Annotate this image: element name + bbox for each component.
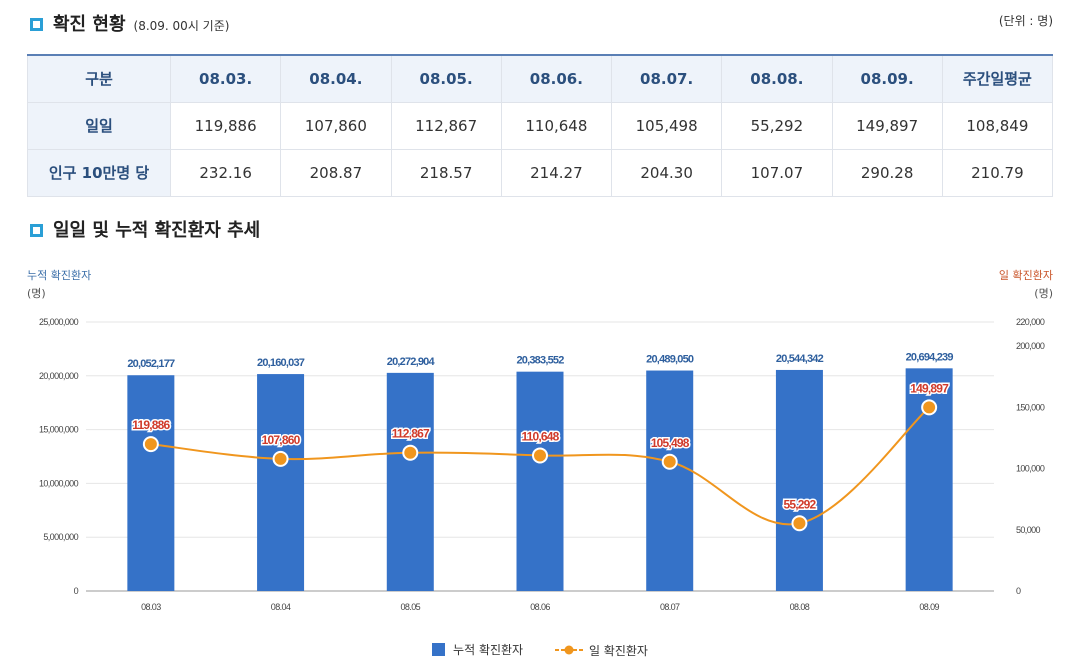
x-tick-label: 08.06 bbox=[530, 602, 550, 612]
legend-item-daily: 일 확진환자 bbox=[554, 642, 648, 659]
line-point bbox=[402, 444, 419, 461]
line-data-label: 107,860 bbox=[262, 433, 301, 447]
table-header-row: 구분 08.03. 08.04. 08.05. 08.06. 08.07. 08… bbox=[27, 54, 1054, 103]
table-header: 구분 bbox=[27, 54, 171, 103]
table-header: 08.09. bbox=[831, 54, 943, 103]
table-header: 08.06. bbox=[500, 54, 613, 103]
table-header: 08.08. bbox=[721, 54, 833, 103]
bar-data-label: 20,160,037 bbox=[257, 357, 305, 369]
line-point bbox=[921, 399, 938, 416]
table-cell: 204.30 bbox=[610, 148, 723, 197]
right-tick-label: 200,000 bbox=[1016, 341, 1045, 351]
line-point bbox=[532, 447, 548, 464]
line-point bbox=[142, 436, 159, 453]
bar-data-label: 20,489,050 bbox=[646, 354, 694, 366]
right-axis-unit: (명) bbox=[1034, 287, 1053, 300]
right-axis-title: 일 확진환자 bbox=[998, 269, 1053, 282]
x-tick-label: 08.05 bbox=[401, 602, 421, 612]
table-cell: 218.57 bbox=[390, 148, 502, 197]
line-data-label: 119,886 bbox=[132, 418, 170, 432]
section-title-trend: 일일 및 누적 확진환자 추세 bbox=[30, 216, 260, 242]
left-axis-title: 누적 확진환자 bbox=[27, 269, 92, 282]
table-cell: 149,897 bbox=[831, 101, 943, 150]
table-cell: 110,648 bbox=[500, 101, 613, 150]
table-row: 인구 10만명 당 232.16 208.87 218.57 214.27 20… bbox=[27, 148, 1054, 197]
table-cell: 214.27 bbox=[500, 148, 613, 197]
bar-data-label: 20,694,239 bbox=[906, 351, 954, 363]
section-title: 일일 및 누적 확진환자 추세 bbox=[53, 220, 261, 241]
left-tick-label: 5,000,000 bbox=[43, 532, 78, 542]
x-tick-label: 08.04 bbox=[271, 602, 291, 612]
x-tick-label: 08.08 bbox=[790, 602, 810, 612]
x-tick-label: 08.09 bbox=[919, 602, 939, 612]
bar-data-label: 20,383,552 bbox=[516, 355, 564, 367]
bar bbox=[516, 371, 564, 591]
table-cell: 107,860 bbox=[280, 101, 392, 150]
legend-item-cumulative: 누적 확진환자 bbox=[432, 641, 523, 658]
table-cell: 107.07 bbox=[721, 148, 833, 197]
right-tick-label: 50,000 bbox=[1016, 525, 1041, 535]
left-tick-label: 15,000,000 bbox=[39, 425, 79, 435]
bar-data-label: 20,272,904 bbox=[387, 356, 436, 368]
bar bbox=[386, 372, 434, 591]
square-bullet-icon bbox=[30, 224, 43, 237]
bar-data-label: 20,052,177 bbox=[127, 358, 175, 370]
square-bullet-icon bbox=[30, 18, 43, 31]
section-title: 확진 현황 bbox=[53, 14, 126, 35]
line-data-label: 105,498 bbox=[651, 436, 690, 450]
line-point bbox=[272, 450, 289, 467]
right-tick-label: 0 bbox=[1016, 586, 1021, 596]
row-label: 일일 bbox=[27, 101, 171, 150]
line-point bbox=[661, 453, 678, 470]
table-cell: 290.28 bbox=[831, 148, 943, 197]
left-tick-label: 25,000,000 bbox=[39, 317, 79, 327]
unit-label: (단위 : 명) bbox=[998, 14, 1053, 28]
line-point bbox=[791, 515, 808, 532]
left-axis-unit: (명) bbox=[27, 287, 46, 300]
legend-bar-swatch bbox=[432, 643, 446, 656]
line-data-label: 149,897 bbox=[910, 381, 949, 395]
table-header: 08.03. bbox=[169, 54, 282, 103]
section-subtitle: (8.09. 00시 기준) bbox=[133, 19, 230, 33]
table-cell: 112,867 bbox=[390, 101, 502, 150]
right-tick-label: 220,000 bbox=[1016, 317, 1045, 327]
right-tick-label: 150,000 bbox=[1016, 402, 1045, 412]
section-title-status: 확진 현황 (8.09. 00시 기준) bbox=[30, 10, 229, 36]
table-cell: 108,849 bbox=[941, 101, 1054, 150]
table-cell: 210.79 bbox=[941, 148, 1054, 197]
legend-line-swatch bbox=[554, 645, 583, 655]
left-tick-label: 0 bbox=[74, 586, 79, 596]
left-tick-label: 10,000,000 bbox=[39, 478, 79, 488]
line-data-label: 55,292 bbox=[783, 497, 816, 511]
table-cell: 232.16 bbox=[169, 148, 282, 197]
table-cell: 208.87 bbox=[280, 148, 392, 197]
x-tick-label: 08.07 bbox=[660, 602, 680, 612]
legend-label: 누적 확진환자 bbox=[453, 643, 524, 657]
line-data-label: 110,648 bbox=[521, 429, 559, 443]
chart-legend: 누적 확진환자 일 확진환자 bbox=[0, 641, 1080, 659]
bar bbox=[257, 374, 305, 591]
x-tick-label: 08.03 bbox=[141, 602, 161, 612]
bar bbox=[127, 375, 175, 591]
right-tick-label: 100,000 bbox=[1016, 464, 1045, 474]
bar bbox=[775, 369, 823, 591]
line-data-label: 112,867 bbox=[392, 427, 430, 441]
row-label: 인구 10만명 당 bbox=[27, 148, 171, 197]
bar bbox=[646, 370, 694, 591]
bar-data-label: 20,544,342 bbox=[776, 353, 824, 365]
table-cell: 119,886 bbox=[169, 101, 282, 150]
table-header: 08.07. bbox=[610, 54, 723, 103]
summary-table: 구분 08.03. 08.04. 08.05. 08.06. 08.07. 08… bbox=[27, 54, 1054, 197]
left-tick-label: 20,000,000 bbox=[39, 371, 79, 381]
legend-label: 일 확진환자 bbox=[588, 643, 648, 658]
